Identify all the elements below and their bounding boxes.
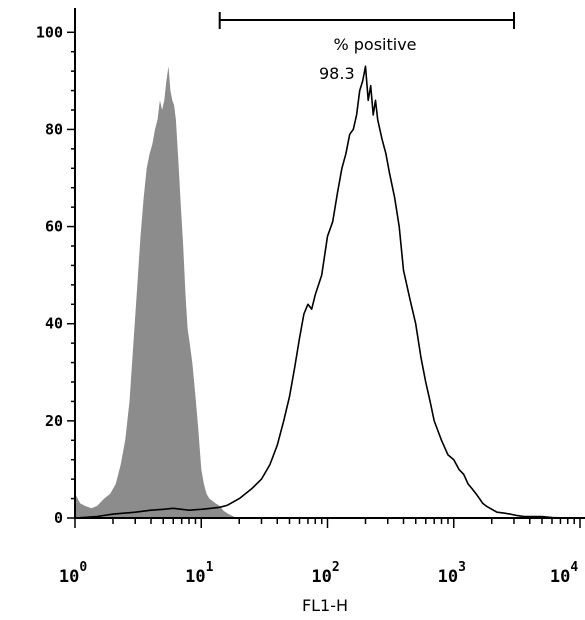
axes-layer <box>74 8 585 519</box>
x-tick-label: 104 <box>550 560 578 587</box>
x-axis-ticks: 100 101 102 103 104 <box>59 518 581 587</box>
y-tick-label: 20 <box>45 412 63 430</box>
histogram-filled-series <box>75 66 240 519</box>
positive-gate: % positive 98.3 <box>218 12 515 83</box>
gate-label: % positive <box>333 35 416 54</box>
series-layer <box>74 65 580 519</box>
y-tick-label: 40 <box>45 315 63 333</box>
x-tick-label: 101 <box>185 560 213 587</box>
x-tick-label: 100 <box>59 560 87 587</box>
y-axis-ticks: 0 20 40 60 80 100 <box>36 23 75 527</box>
x-tick-label: 103 <box>438 560 466 587</box>
y-tick-label: 0 <box>54 509 63 527</box>
y-tick-label: 100 <box>36 23 63 41</box>
y-tick-label: 60 <box>45 218 63 236</box>
gate-value: 98.3 <box>319 64 355 83</box>
x-axis-label: FL1-H <box>302 596 348 615</box>
y-tick-label: 80 <box>45 120 63 138</box>
x-tick-label: 102 <box>311 560 339 587</box>
histogram-line-series <box>74 65 580 519</box>
